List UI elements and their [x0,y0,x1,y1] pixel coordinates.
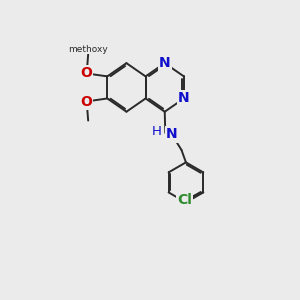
Text: N: N [166,128,178,141]
Text: N: N [159,56,170,70]
Text: methoxy: methoxy [68,44,108,53]
Text: N: N [178,92,190,106]
Text: H: H [152,125,162,138]
Text: O: O [80,66,92,80]
Text: Cl: Cl [177,193,192,207]
Text: O: O [80,95,92,109]
